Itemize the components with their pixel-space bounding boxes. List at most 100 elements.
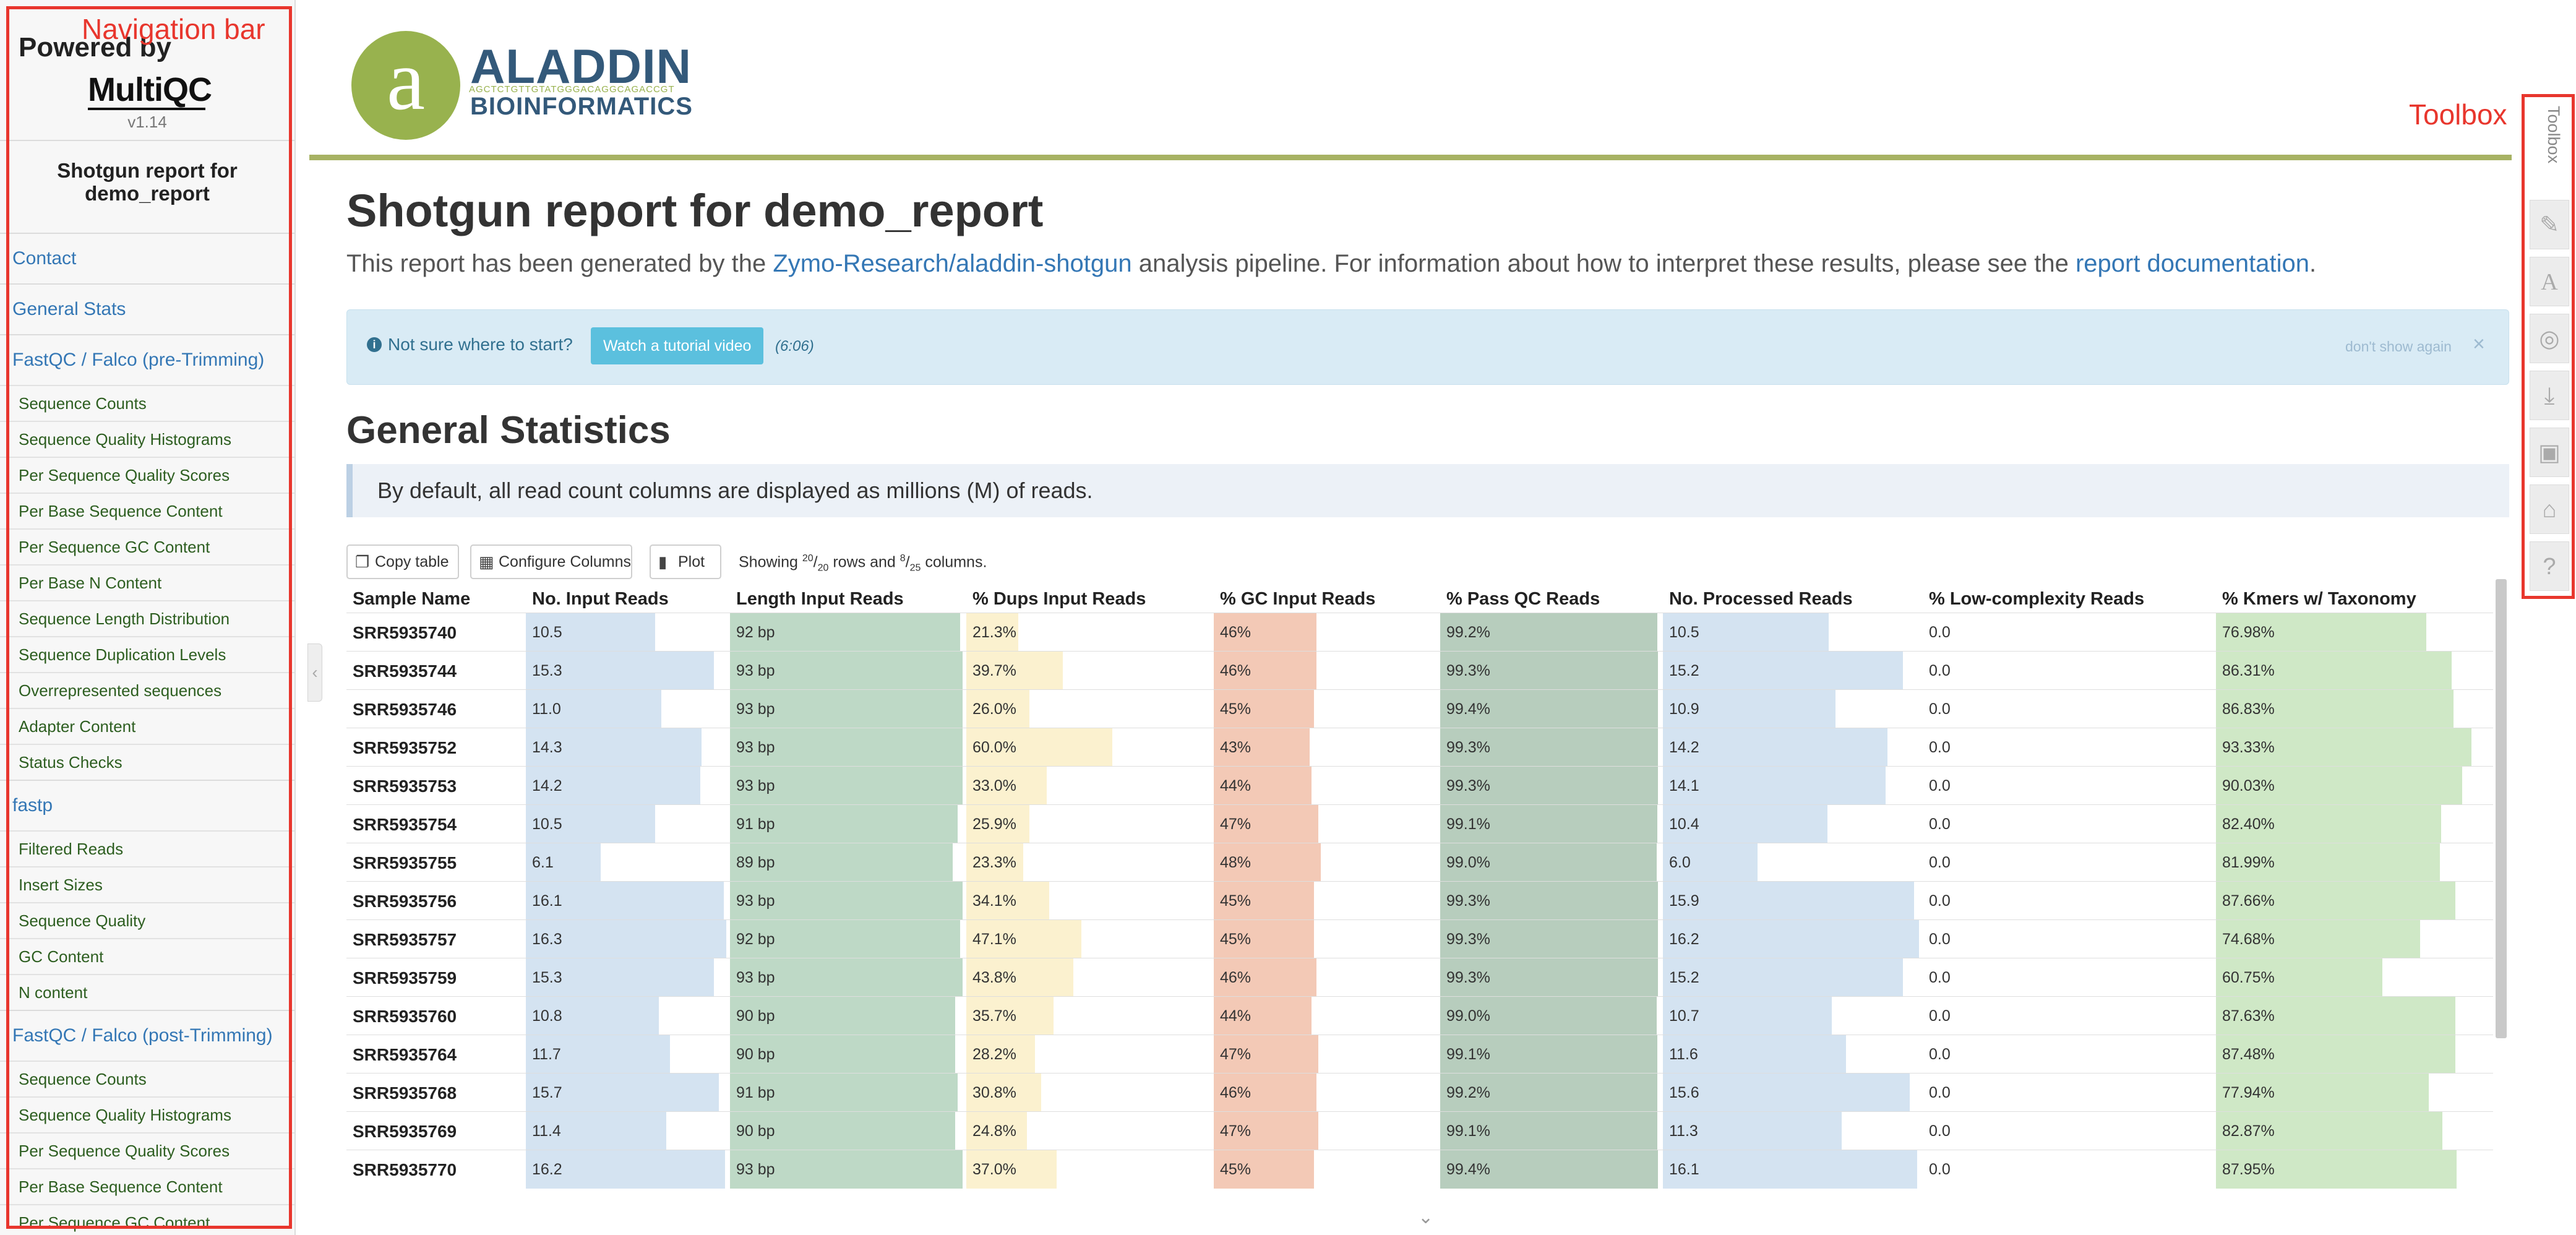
multiqc-logo[interactable]: MultiQC bbox=[88, 71, 212, 108]
column-header[interactable]: % GC Input Reads bbox=[1220, 589, 1376, 609]
nav-subitem[interactable]: GC Content bbox=[0, 938, 294, 974]
font-icon[interactable]: A bbox=[2530, 257, 2569, 306]
table-cell-pass: 99.1% bbox=[1440, 805, 1659, 843]
eye-slash-icon[interactable]: ◎ bbox=[2530, 314, 2569, 363]
nav-subitem[interactable]: Per Sequence Quality Scores bbox=[0, 457, 294, 493]
cell-value-bar bbox=[526, 805, 655, 843]
cell-value: 44% bbox=[1220, 777, 1252, 794]
table-cell-input: 15.3 bbox=[526, 958, 726, 997]
cell-value: 45% bbox=[1220, 892, 1252, 910]
cell-value: 48% bbox=[1220, 854, 1252, 871]
table-cell-gc: 46% bbox=[1214, 958, 1436, 997]
sidebar-collapse-handle[interactable]: ‹ bbox=[307, 643, 322, 702]
table-cell-input: 6.1 bbox=[526, 843, 726, 882]
table-row: SRR5935752 14.3 93 bp 60.0% 43% 99.3% 14.2 0.0 9… bbox=[346, 728, 2493, 767]
column-header[interactable]: % Dups Input Reads bbox=[972, 589, 1146, 609]
cell-value-bar bbox=[966, 843, 1023, 882]
column-header[interactable]: Sample Name bbox=[353, 589, 471, 609]
nav-subitem[interactable]: Sequence Quality Histograms bbox=[0, 421, 294, 457]
cell-value: 93 bp bbox=[736, 662, 775, 679]
pipeline-link[interactable]: Zymo-Research/aladdin-shotgun bbox=[773, 250, 1132, 277]
cell-value-bar bbox=[1663, 652, 1904, 690]
save-icon[interactable]: ▣ bbox=[2530, 428, 2569, 477]
nav-subitem[interactable]: Per Sequence GC Content bbox=[0, 1204, 294, 1235]
cell-value: 86.31% bbox=[2222, 662, 2275, 679]
table-cell-lowc: 0.0 bbox=[1923, 1074, 2212, 1112]
cell-value-bar bbox=[966, 1150, 1057, 1189]
column-header[interactable]: No. Input Reads bbox=[532, 589, 669, 609]
nav-subitem[interactable]: Overrepresented sequences bbox=[0, 672, 294, 708]
nav-subitem[interactable]: Sequence Duplication Levels bbox=[0, 636, 294, 672]
cell-value-bar bbox=[966, 613, 1018, 652]
download-icon[interactable]: ⤓ bbox=[2530, 371, 2569, 420]
nav-subitem[interactable]: Per Base Sequence Content bbox=[0, 493, 294, 528]
column-header[interactable]: Length Input Reads bbox=[736, 589, 904, 609]
nav-section[interactable]: FastQC / Falco (post-Trimming) bbox=[12, 1025, 273, 1046]
table-cell-processed: 10.5 bbox=[1663, 613, 1919, 652]
sample-name: SRR5935768 bbox=[353, 1083, 457, 1103]
pin-icon[interactable]: ✎ bbox=[2530, 200, 2569, 249]
nav-subitem[interactable]: N content bbox=[0, 974, 294, 1010]
cell-value-bar bbox=[526, 920, 726, 958]
nav-section[interactable]: General Stats bbox=[12, 299, 126, 319]
table-row: SRR5935740 10.5 92 bp 21.3% 46% 99.2% 10.5 0.0 7… bbox=[346, 613, 2493, 652]
configure-columns-button[interactable]: ▦ Configure Columns bbox=[470, 544, 632, 579]
column-header[interactable]: % Kmers w/ Taxonomy bbox=[2222, 589, 2416, 609]
cell-value: 15.9 bbox=[1669, 892, 1699, 910]
nav-section[interactable]: fastp bbox=[12, 795, 53, 815]
cell-value: 16.3 bbox=[532, 931, 562, 948]
cell-value: 11.7 bbox=[532, 1046, 561, 1063]
cell-value: 14.2 bbox=[532, 777, 562, 794]
cell-value: 99.4% bbox=[1446, 1161, 1490, 1178]
graduation-cap-icon[interactable]: ⌂ bbox=[2530, 484, 2569, 534]
nav-subitem[interactable]: Sequence Quality bbox=[0, 902, 294, 938]
cell-value: 0.0 bbox=[1929, 815, 1951, 833]
column-header[interactable]: % Pass QC Reads bbox=[1446, 589, 1600, 609]
nav-section[interactable]: Contact bbox=[12, 248, 77, 269]
table-scrollbar[interactable] bbox=[2496, 579, 2507, 1038]
nav-subitem[interactable]: Per Sequence Quality Scores bbox=[0, 1132, 294, 1168]
cell-value: 10.5 bbox=[532, 624, 562, 641]
report-documentation-link[interactable]: report documentation bbox=[2075, 250, 2309, 277]
nav-subitem[interactable]: Per Sequence GC Content bbox=[0, 528, 294, 564]
copy-table-button[interactable]: ❐ Copy table bbox=[346, 544, 459, 579]
table-row: SRR5935764 11.7 90 bp 28.2% 47% 99.1% 11.6 0.0 8… bbox=[346, 1035, 2493, 1074]
cell-value-bar bbox=[1440, 613, 1658, 652]
section-title: General Statistics bbox=[346, 409, 671, 452]
table-cell-lowc: 0.0 bbox=[1923, 728, 2212, 767]
nav-subitem[interactable]: Sequence Length Distribution bbox=[0, 600, 294, 636]
nav-subitem[interactable]: Adapter Content bbox=[0, 708, 294, 744]
nav-subitem[interactable]: Sequence Counts bbox=[0, 1061, 294, 1096]
toolbox-tab-label[interactable]: Toolbox bbox=[2544, 106, 2563, 164]
sidebar-report-title[interactable]: Shotgun report for demo_report bbox=[0, 159, 294, 205]
table-cell-gc: 43% bbox=[1214, 728, 1436, 767]
nav-subitem[interactable]: Per Base N Content bbox=[0, 564, 294, 600]
dont-show-again-link[interactable]: don't show again bbox=[2345, 338, 2452, 355]
nav-divider bbox=[0, 233, 294, 234]
cell-value: 28.2% bbox=[972, 1046, 1016, 1063]
column-header[interactable]: No. Processed Reads bbox=[1669, 589, 1853, 609]
nav-subitem[interactable]: Sequence Quality Histograms bbox=[0, 1096, 294, 1132]
nav-section[interactable]: FastQC / Falco (pre-Trimming) bbox=[12, 350, 265, 370]
nav-subitem[interactable]: Filtered Reads bbox=[0, 830, 294, 866]
cell-value: 10.8 bbox=[532, 1007, 562, 1025]
nav-subitem[interactable]: Sequence Counts bbox=[0, 385, 294, 421]
column-header[interactable]: % Low-complexity Reads bbox=[1929, 589, 2145, 609]
close-icon[interactable]: × bbox=[2473, 332, 2485, 356]
nav-subitem[interactable]: Insert Sizes bbox=[0, 866, 294, 902]
scroll-down-chevron-icon[interactable]: ⌄ bbox=[1418, 1207, 1434, 1228]
nav-divider bbox=[0, 334, 294, 335]
nav-subitem[interactable]: Status Checks bbox=[0, 744, 294, 780]
plot-button[interactable]: ▮ Plot bbox=[650, 544, 721, 579]
aladdin-logo-mark: a bbox=[351, 31, 460, 140]
cell-value-bar bbox=[1663, 1112, 1842, 1150]
cell-value: 93 bp bbox=[736, 1161, 775, 1178]
cell-value: 10.7 bbox=[1669, 1007, 1699, 1025]
table-header: Sample Name No. Input Reads Length Input R… bbox=[346, 585, 2493, 613]
table-cell-lowc: 0.0 bbox=[1923, 652, 2212, 690]
table-cell-gc: 45% bbox=[1214, 882, 1436, 920]
watch-tutorial-button[interactable]: Watch a tutorial video bbox=[591, 327, 764, 364]
help-icon[interactable]: ? bbox=[2530, 541, 2569, 591]
nav-subitem[interactable]: Per Base Sequence Content bbox=[0, 1168, 294, 1204]
cell-value-bar bbox=[2216, 920, 2421, 958]
